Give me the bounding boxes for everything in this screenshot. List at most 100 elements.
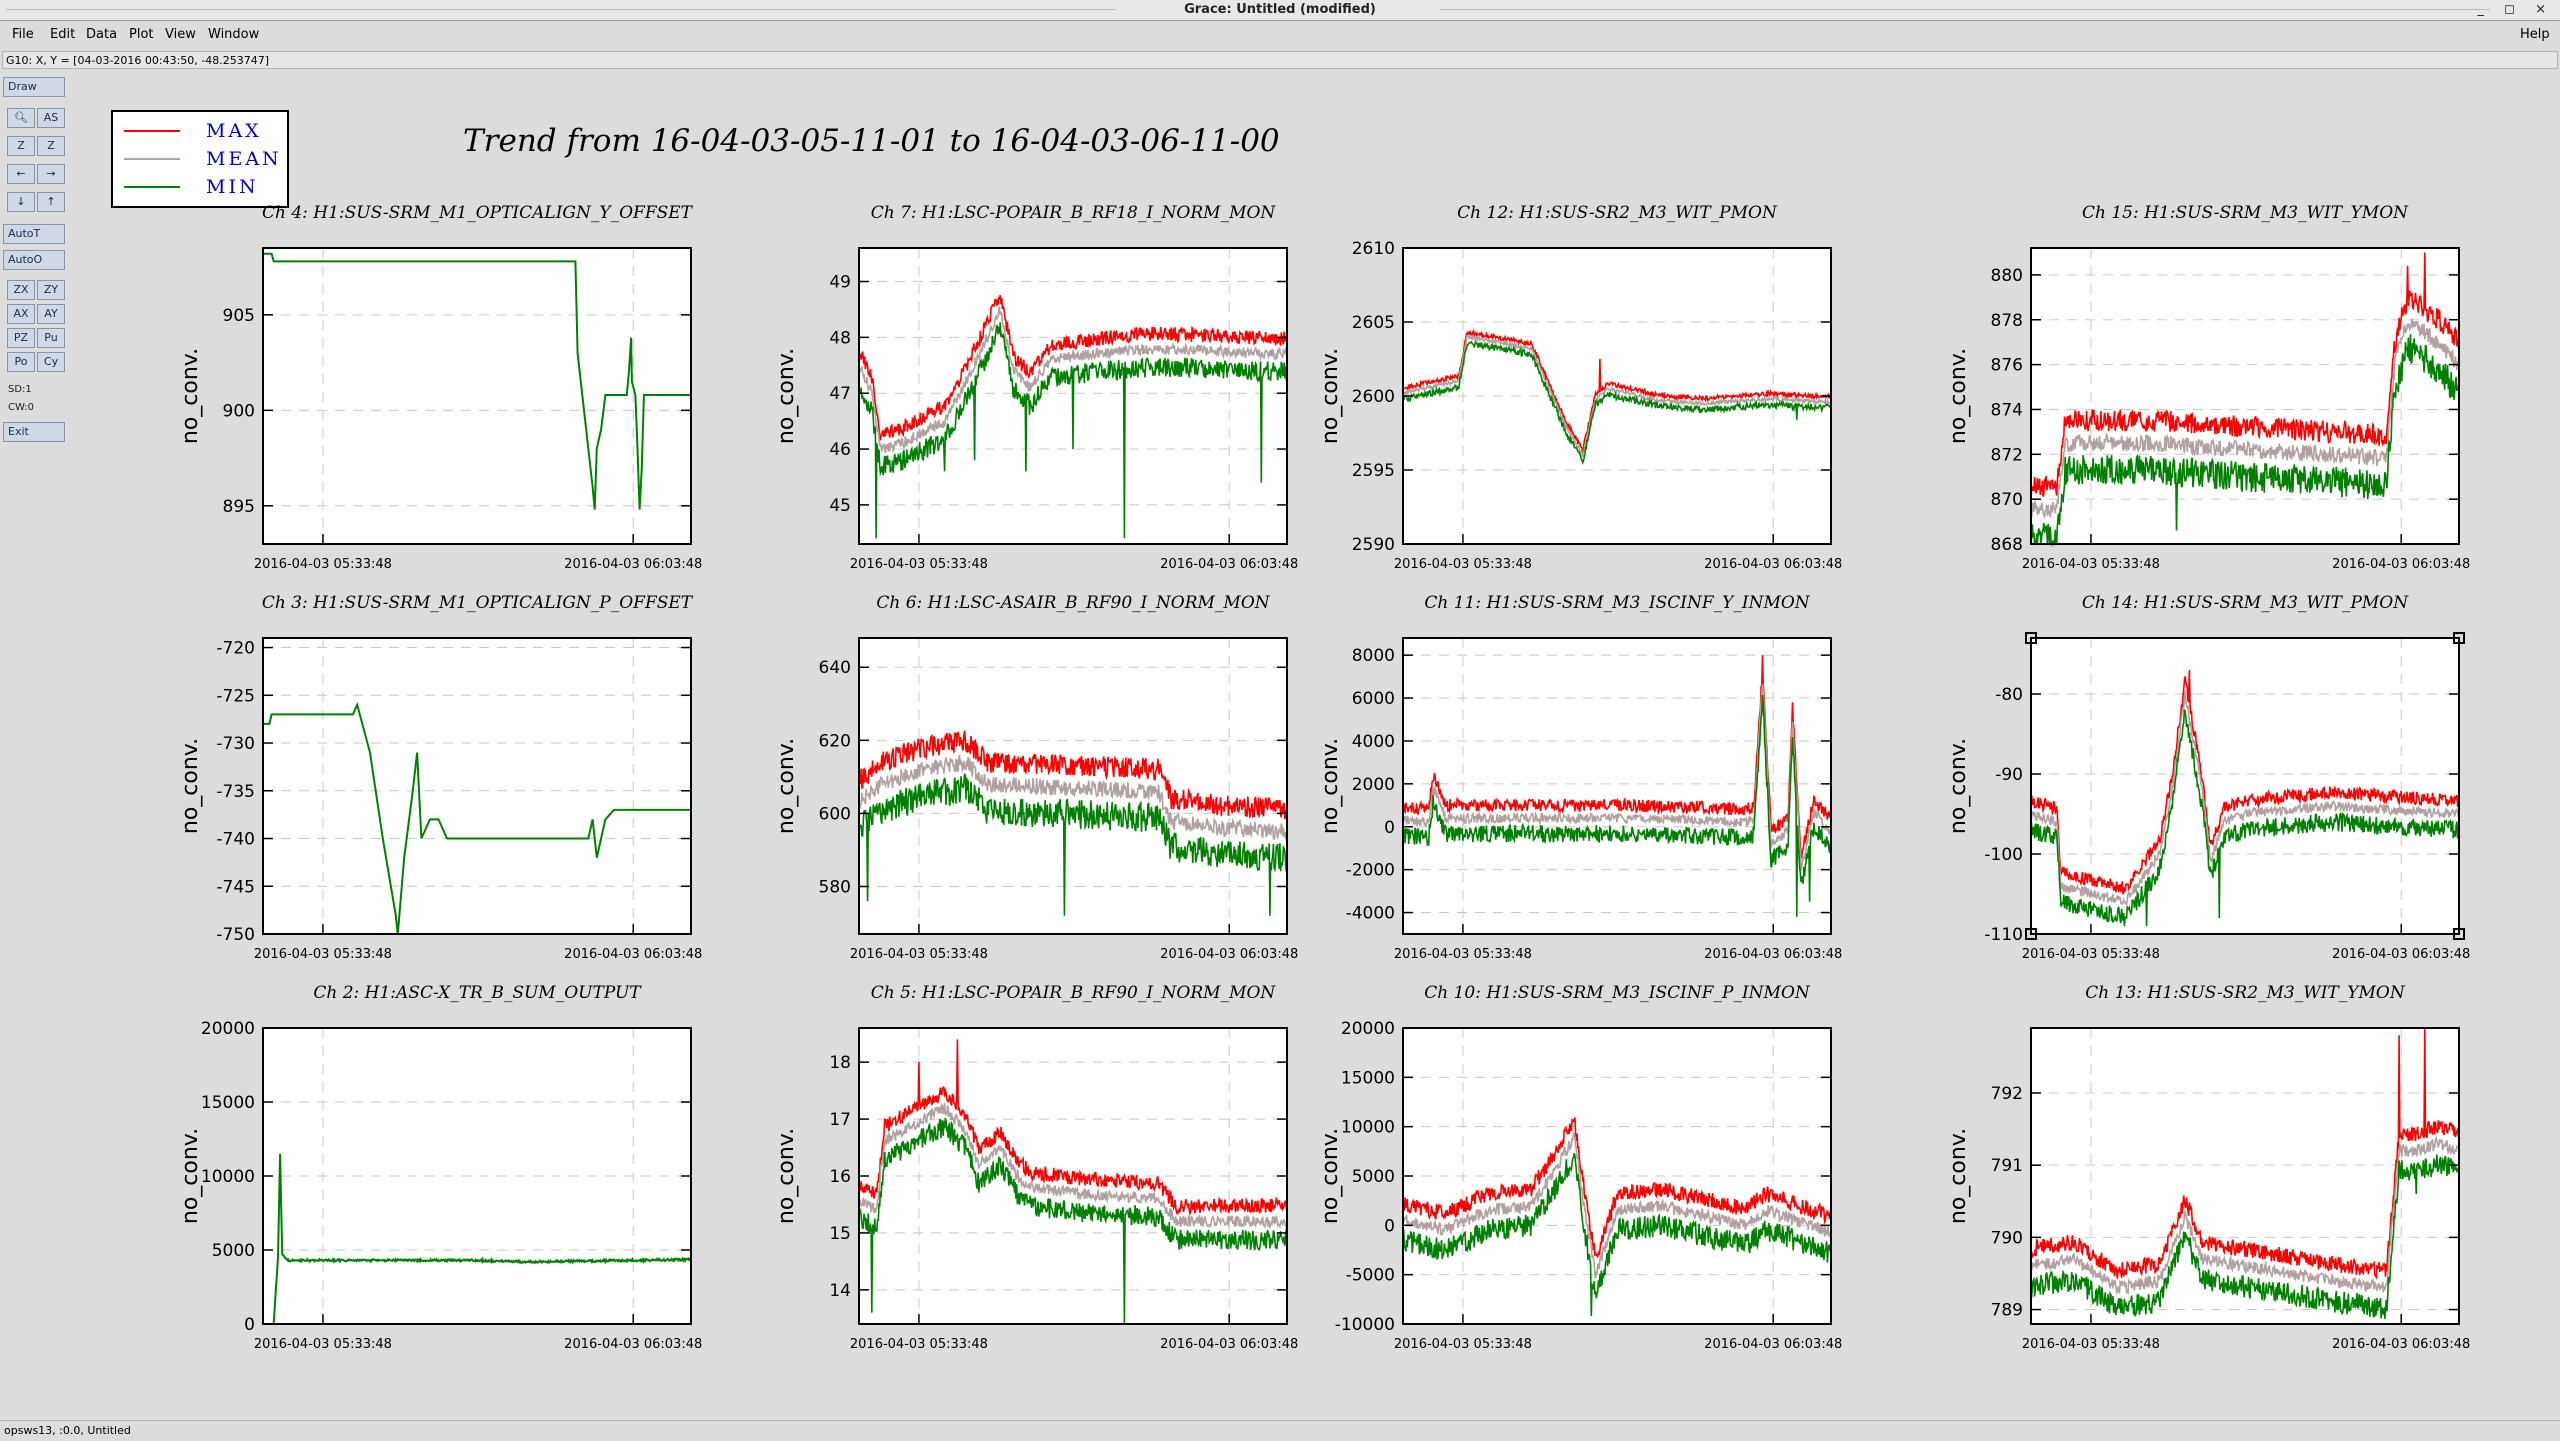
plot-area[interactable]: MAX MEAN MIN Trend from 16-04-03-05-11-0… <box>70 73 2558 1418</box>
draw-button[interactable]: Draw <box>3 77 65 97</box>
graph-title: Ch 3: H1:SUS-SRM_M1_OPTICALIGN_P_OFFSET <box>262 593 694 613</box>
selection-handle <box>2453 632 2465 644</box>
y-tick-label: 640 <box>819 658 851 678</box>
y-tick-label: 14 <box>829 1281 851 1301</box>
plot-frame <box>2030 637 2460 935</box>
graph-title: Ch 10: H1:SUS-SRM_M3_ISCINF_P_INMON <box>1424 983 1811 1003</box>
selection-handle <box>2025 632 2037 644</box>
y-tick-label: 20000 <box>201 1019 255 1039</box>
sd-label: SD:1 <box>8 384 32 395</box>
menu-view[interactable]: View <box>165 27 196 42</box>
y-axis-label: no_conv. <box>774 348 799 444</box>
zoom-in-button[interactable]: Z <box>7 136 35 156</box>
autot-button[interactable]: AutoT <box>3 224 65 244</box>
autoscale-button[interactable]: AS <box>37 108 65 128</box>
x-tick-label: 2016-04-03 05:33:48 <box>254 1337 392 1352</box>
menu-edit[interactable]: Edit <box>50 27 76 42</box>
menu-plot[interactable]: Plot <box>129 27 154 42</box>
scroll-left-button[interactable]: ← <box>7 164 35 184</box>
x-tick-label: 2016-04-03 06:03:48 <box>2332 1337 2470 1352</box>
series-min-line <box>1402 694 1832 917</box>
locator-readout: G10: X, Y = [04-03-2016 00:43:50, -48.25… <box>2 51 2558 69</box>
menu-help[interactable]: Help <box>2520 27 2550 42</box>
zoom-out-button[interactable]: Z <box>37 136 65 156</box>
y-tick-label: -730 <box>216 734 255 754</box>
y-tick-label: 790 <box>1991 1228 2023 1248</box>
cy-button[interactable]: Cy <box>37 352 65 372</box>
x-tick-label: 2016-04-03 06:03:48 <box>564 557 702 572</box>
scroll-down-button[interactable]: ↓ <box>7 192 35 212</box>
trend-graph: -4000 -2000 0 2000 4000 6000 8000 2016-04-03 05… <box>1318 593 1842 962</box>
cw-label: CW:0 <box>8 402 35 413</box>
y-tick-label: 10000 <box>201 1167 255 1187</box>
scroll-right-button[interactable]: → <box>37 164 65 184</box>
zx-button[interactable]: ZX <box>7 280 35 300</box>
y-tick-label: 15 <box>829 1224 851 1244</box>
x-tick-label: 2016-04-03 05:33:48 <box>1394 557 1532 572</box>
graph-title: Ch 5: H1:LSC-POPAIR_B_RF90_I_NORM_MON <box>871 983 1277 1003</box>
autoo-button[interactable]: AutoO <box>3 250 65 270</box>
y-tick-label: -745 <box>216 877 255 897</box>
menu-window[interactable]: Window <box>208 27 260 42</box>
trend-graph: 45 46 47 48 49 2016-04-03 05:33:48 2016-04-03 … <box>774 203 1298 572</box>
magnifier-icon: 🔍︎ <box>14 111 28 124</box>
series-mean-line <box>1402 683 1832 872</box>
main-title: Trend from 16-04-03-05-11-01 to 16-04-03… <box>463 123 1280 159</box>
trend-graph: 895 900 905 2016-04-03 05:33:48 2016-04-03 0… <box>178 203 702 572</box>
zy-button[interactable]: ZY <box>37 280 65 300</box>
y-tick-label: -725 <box>216 686 255 706</box>
pu-button[interactable]: Pu <box>37 328 65 348</box>
graph-title: Ch 11: H1:SUS-SRM_M3_ISCINF_Y_INMON <box>1424 593 1810 613</box>
plot-background <box>263 638 691 934</box>
trend-graph: 0 5000 10000 15000 20000 2016-04-03 05:33:48 2… <box>178 983 702 1352</box>
y-axis-label: no_conv. <box>178 348 203 444</box>
series-max-line <box>2030 252 2460 499</box>
y-tick-label: 6000 <box>1352 689 1395 709</box>
trend-graph: 789 790 791 792 2016-04-03 05:33:48 2016-04-0… <box>1946 983 2470 1352</box>
y-tick-label: -90 <box>1995 765 2023 785</box>
y-tick-label: 874 <box>1991 400 2023 420</box>
graph-canvas[interactable]: MAX MEAN MIN Trend from 16-04-03-05-11-0… <box>70 73 2558 1418</box>
y-tick-label: 46 <box>829 440 851 460</box>
legend[interactable]: MAX MEAN MIN <box>111 110 289 208</box>
status-bar: opsws13, :0.0, Untitled <box>0 1420 2560 1440</box>
y-tick-label: 48 <box>829 328 851 348</box>
pz-button[interactable]: PZ <box>7 328 35 348</box>
plot-frame <box>2030 247 2460 545</box>
y-tick-label: 10000 <box>1341 1118 1395 1138</box>
y-tick-label: 18 <box>829 1053 851 1073</box>
x-tick-label: 2016-04-03 05:33:48 <box>254 557 392 572</box>
scroll-up-button[interactable]: ↑ <box>37 192 65 212</box>
y-tick-label: 5000 <box>212 1241 255 1261</box>
window-controls[interactable]: _ ◻ × <box>2477 2 2554 17</box>
po-button[interactable]: Po <box>7 352 35 372</box>
y-tick-label: -720 <box>216 639 255 659</box>
y-tick-label: 47 <box>829 384 851 404</box>
x-tick-label: 2016-04-03 06:03:48 <box>564 947 702 962</box>
series-min-line <box>1402 340 1832 465</box>
y-axis-label: no_conv. <box>1946 738 1971 834</box>
arrow-left-icon: ← <box>16 167 26 180</box>
plot-background <box>2031 248 2459 544</box>
y-tick-label: 791 <box>1991 1156 2023 1176</box>
graph-title: Ch 14: H1:SUS-SRM_M3_WIT_PMON <box>2082 593 2409 613</box>
menu-data[interactable]: Data <box>86 27 118 42</box>
graph-title: Ch 15: H1:SUS-SRM_M3_WIT_YMON <box>2082 203 2409 223</box>
series-min-line <box>2030 709 2460 927</box>
zoom-button[interactable]: 🔍︎ <box>7 108 35 128</box>
x-tick-label: 2016-04-03 05:33:48 <box>1394 1337 1532 1352</box>
x-tick-label: 2016-04-03 05:33:48 <box>1394 947 1532 962</box>
y-tick-label: -100 <box>1984 845 2023 865</box>
exit-button[interactable]: Exit <box>3 422 65 442</box>
menu-file[interactable]: File <box>12 27 34 42</box>
trend-graph: -750 -745 -740 -735 -730 -725 -720 2016-04-03 0… <box>178 593 702 962</box>
series-mean-line <box>1402 1131 1832 1279</box>
trend-graph: 580 600 620 640 2016-04-03 05:33:48 2016-04-0… <box>774 593 1298 962</box>
trend-graph: 2590 2595 2600 2605 2610 2016-04-03 05:33:48 2… <box>1318 203 1842 572</box>
legend-min-label: MIN <box>206 176 259 198</box>
arrow-up-icon: ↑ <box>46 195 56 208</box>
ay-button[interactable]: AY <box>37 304 65 324</box>
ax-button[interactable]: AX <box>7 304 35 324</box>
y-tick-label: 900 <box>223 401 255 421</box>
y-tick-label: 0 <box>1384 818 1395 838</box>
